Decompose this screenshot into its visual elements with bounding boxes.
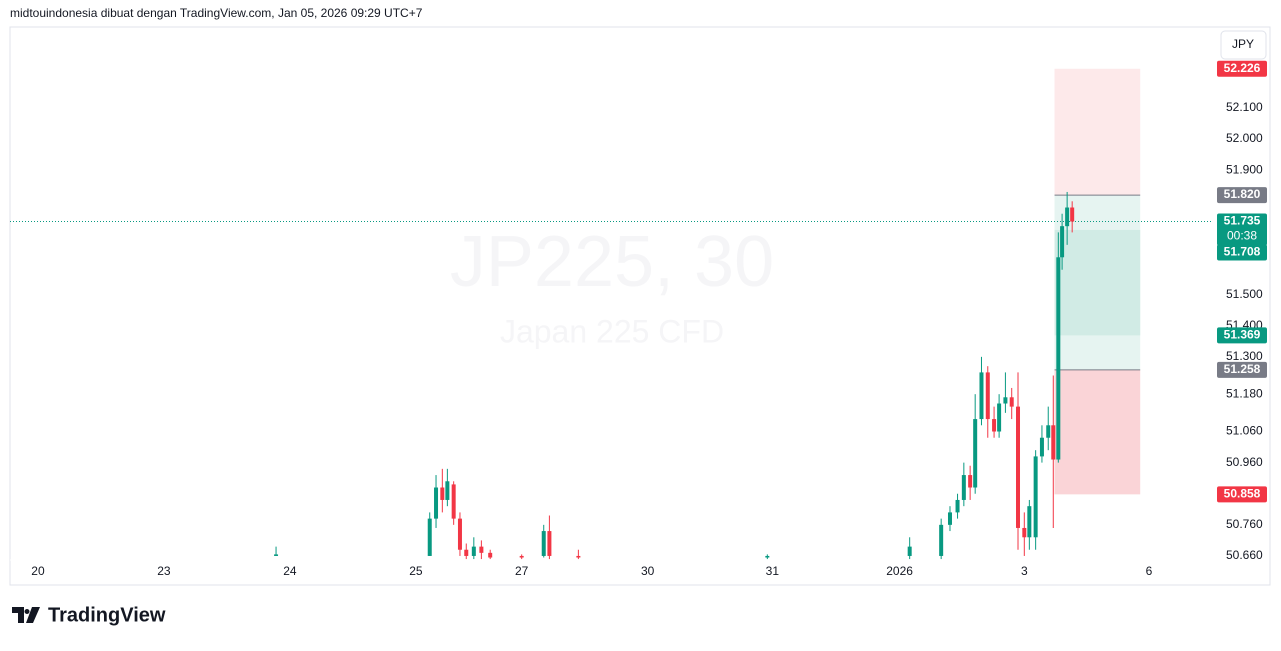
- candle-body: [1039, 437, 1044, 457]
- current-price-label: 51.735: [1224, 214, 1261, 228]
- candle-body: [440, 487, 445, 500]
- logo-text: TradingView: [48, 604, 166, 626]
- candle-body: [992, 419, 997, 432]
- candle-body: [434, 487, 439, 519]
- y-tick-label: 50.960: [1226, 455, 1263, 469]
- price-marker-label: 51.708: [1224, 245, 1261, 259]
- candle-body: [479, 546, 484, 553]
- price-marker-label: 52.226: [1224, 61, 1261, 75]
- candle-body: [765, 555, 770, 558]
- watermark-title: JP225, 30: [450, 222, 774, 302]
- candle-body: [519, 555, 524, 558]
- candle-body: [1022, 527, 1027, 538]
- candle-body: [1033, 456, 1038, 538]
- candle-body: [471, 546, 476, 556]
- candle-body: [457, 518, 462, 550]
- logo: TradingView: [12, 604, 166, 626]
- y-tick-label: 51.500: [1226, 287, 1263, 301]
- watermark-subtitle: Japan 225 CFD: [500, 313, 724, 349]
- y-tick-label: 51.060: [1226, 424, 1263, 438]
- header: midtouindonesia dibuat dengan TradingVie…: [10, 6, 423, 20]
- candle-body: [979, 372, 984, 420]
- x-tick-label: 2026: [886, 564, 913, 578]
- price-marker-label: 51.369: [1224, 328, 1261, 342]
- x-tick-label: 31: [766, 564, 780, 578]
- currency-box[interactable]: [1220, 30, 1267, 60]
- x-tick-label: 20: [31, 564, 45, 578]
- x-tick-label: 23: [157, 564, 171, 578]
- candle-body: [955, 499, 960, 513]
- price-marker: [1217, 327, 1267, 344]
- candle-body: [445, 481, 450, 500]
- y-tick-label: 52.100: [1226, 100, 1263, 114]
- candle-body: [451, 484, 456, 519]
- candle-body: [274, 554, 279, 556]
- candle-body: [488, 552, 493, 558]
- candle-body: [1027, 506, 1032, 538]
- position-zone: [1054, 369, 1141, 495]
- candle-body: [1070, 207, 1075, 222]
- price-marker: [1217, 60, 1267, 77]
- candle-body: [985, 372, 990, 420]
- x-tick-label: 27: [515, 564, 529, 578]
- candle-body: [961, 475, 966, 500]
- candle-body: [464, 549, 469, 556]
- candle-body: [968, 475, 973, 488]
- price-marker-label: 50.858: [1224, 487, 1261, 501]
- candle-body: [1056, 257, 1061, 460]
- price-marker-label: 51.820: [1224, 187, 1261, 201]
- plot: [10, 68, 1212, 560]
- candle-body: [547, 531, 552, 556]
- candle-body: [973, 419, 978, 488]
- candle-body: [1003, 397, 1008, 404]
- x-tick-label: 25: [409, 564, 423, 578]
- x-tick-label: 30: [641, 564, 655, 578]
- candle-body: [939, 524, 944, 556]
- position-zone: [1054, 68, 1141, 196]
- currency[interactable]: JPY: [1232, 37, 1254, 51]
- candle-body: [1065, 207, 1070, 227]
- candle-body: [1046, 425, 1051, 438]
- y-tick-label: 51.300: [1226, 349, 1263, 363]
- y-tick-label: 50.660: [1226, 548, 1263, 562]
- y-tick-label: 51.180: [1226, 386, 1263, 400]
- price-marker: [1217, 361, 1267, 378]
- x-tick-label: 24: [283, 564, 297, 578]
- candle-body: [1051, 425, 1056, 460]
- candle-body: [541, 531, 546, 556]
- price-marker-label: 51.258: [1224, 362, 1261, 376]
- y-tick-label: 52.000: [1226, 131, 1263, 145]
- price-marker: [1217, 187, 1267, 204]
- candle-body: [576, 555, 581, 558]
- price-marker: [1217, 244, 1267, 261]
- x-tick-label: 6: [1146, 564, 1153, 578]
- x-tick-label: 3: [1021, 564, 1028, 578]
- y-tick-label: 51.900: [1226, 162, 1263, 176]
- candle-body: [997, 403, 1002, 432]
- current-price-marker: [1217, 213, 1267, 246]
- candle-body: [907, 546, 912, 556]
- candle-body: [1060, 226, 1065, 258]
- candle-body: [427, 518, 432, 556]
- y-tick-label: 50.760: [1226, 517, 1263, 531]
- position-zone: [1054, 229, 1141, 336]
- candle-body: [1016, 406, 1021, 528]
- price-marker: [1217, 486, 1267, 503]
- countdown: 00:38: [1227, 229, 1257, 243]
- candle-body: [1009, 397, 1014, 407]
- candle-body: [947, 512, 952, 525]
